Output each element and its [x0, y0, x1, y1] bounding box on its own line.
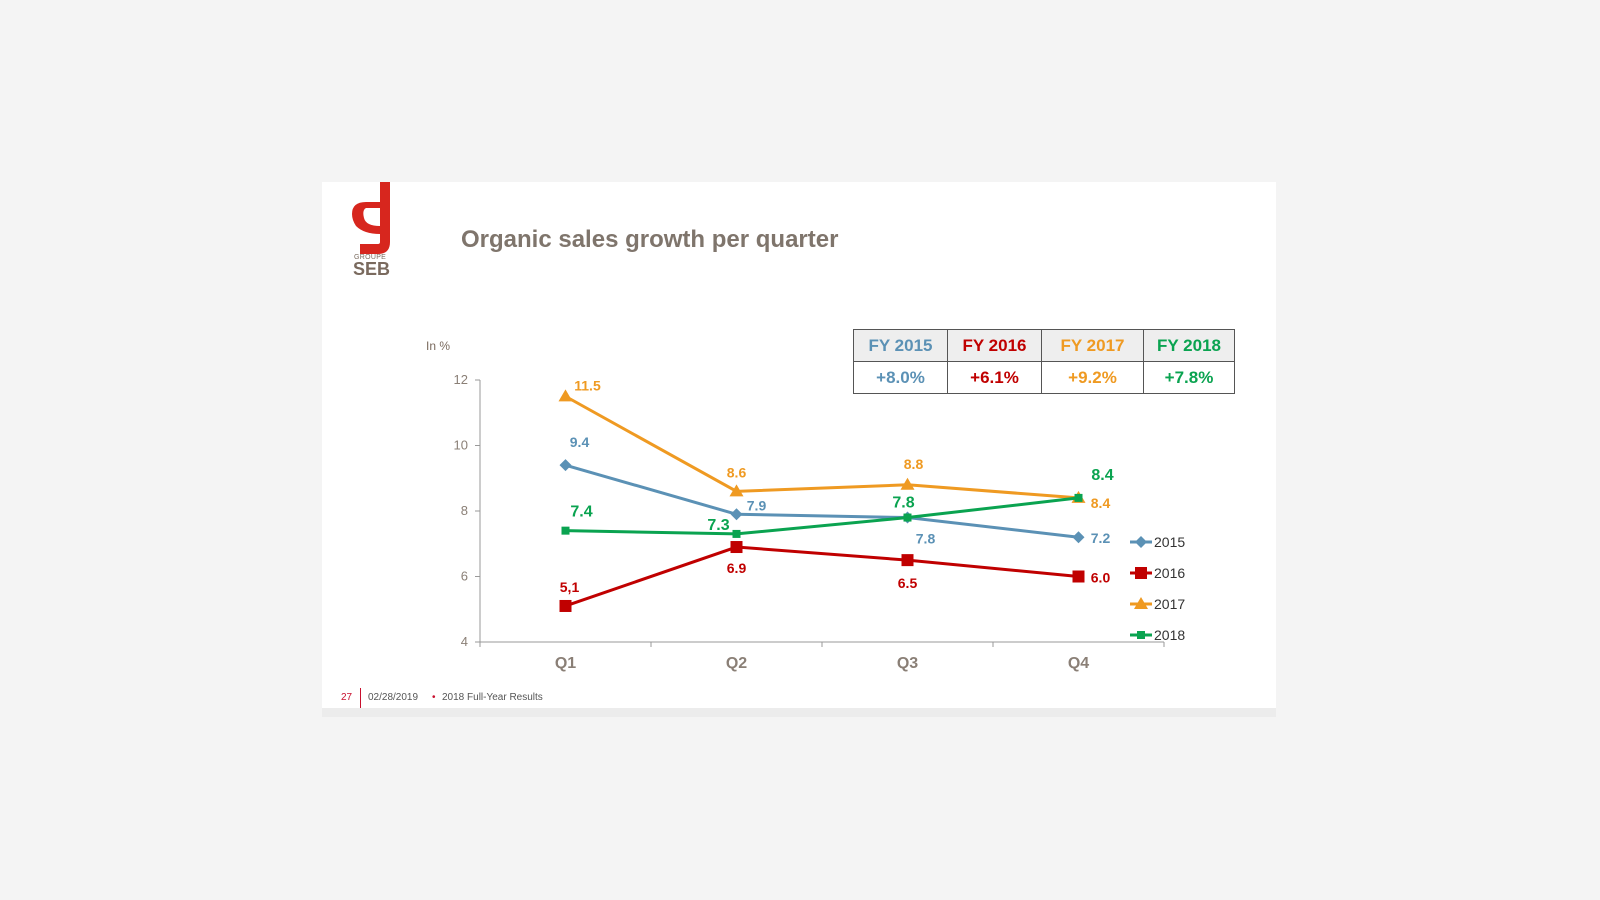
data-label-2017-Q1: 11.5 — [574, 377, 601, 393]
fy-value-2017: +9.2% — [1041, 361, 1144, 394]
fy-value-row: +8.0% +6.1% +9.2% +7.8% — [853, 361, 1235, 394]
legend-label-2018: 2018 — [1154, 627, 1185, 643]
data-label-2018-Q4: 8.4 — [1091, 467, 1113, 484]
y-tick-label: 4 — [461, 634, 468, 649]
legend-label-2015: 2015 — [1154, 534, 1185, 550]
point-2018-Q3 — [903, 513, 912, 522]
data-label-2016-Q3: 6.5 — [898, 575, 918, 591]
point-2015-Q1 — [559, 459, 572, 472]
point-2017-Q2 — [729, 484, 744, 497]
y-tick-label: 8 — [461, 503, 468, 518]
fy-value-2018: +7.8% — [1143, 361, 1235, 394]
slide-bottom-strip — [322, 708, 1276, 717]
series-line-2018 — [565, 496, 1079, 536]
fy-header-2016: FY 2016 — [947, 329, 1042, 362]
legend-marker-2018 — [1137, 631, 1145, 639]
footer-date: 02/28/2019 — [368, 692, 419, 703]
point-2018-Q2 — [732, 529, 741, 538]
data-label-2017-Q4: 8.4 — [1091, 495, 1111, 511]
footer-separator: • — [432, 692, 436, 703]
point-2015-Q4 — [1072, 531, 1085, 544]
legend-marker-2016 — [1135, 567, 1147, 579]
point-2016-Q2 — [730, 541, 743, 554]
legend-label-2017: 2017 — [1154, 596, 1185, 612]
x-tick-label: Q4 — [1068, 655, 1089, 672]
data-label-2015-Q2: 7.9 — [747, 497, 767, 513]
x-tick-label: Q3 — [897, 655, 918, 672]
data-label-2016-Q2: 6.9 — [727, 560, 747, 576]
y-axis-label: In % — [426, 339, 450, 353]
series-line-2017 — [564, 395, 1079, 500]
logo-seb-text: SEB — [353, 259, 391, 279]
data-label-2018-Q3: 7.8 — [892, 495, 914, 512]
data-label-2017-Q3: 8.8 — [904, 456, 924, 472]
data-label-2018-Q2: 7.3 — [707, 517, 729, 534]
fy-header-2018: FY 2018 — [1143, 329, 1235, 362]
line-chart: In % 4 6 8 10 12 Q1 Q2 Q3 Q4 9.4 7.9 7.8 7.2 5,1 6.9 6.5… — [426, 339, 1185, 672]
data-label-2015-Q1: 9.4 — [570, 434, 590, 450]
point-2015-Q2 — [730, 508, 743, 521]
data-label-2016-Q4: 6.0 — [1091, 570, 1111, 586]
data-label-2016-Q1: 5,1 — [560, 579, 580, 595]
point-2017-Q3 — [900, 477, 915, 490]
data-label-2015-Q4: 7.2 — [1091, 530, 1111, 546]
data-label-2018-Q1: 7.4 — [570, 504, 592, 521]
slide-title: Organic sales growth per quarter — [461, 226, 839, 253]
legend-marker-2017 — [1134, 597, 1148, 609]
y-tick-label: 6 — [461, 569, 468, 584]
legend-marker-2015 — [1135, 536, 1147, 548]
page-number: 27 — [341, 692, 353, 703]
fy-header-row: FY 2015 FY 2016 FY 2017 FY 2018 — [853, 329, 1235, 362]
point-2018-Q1 — [561, 526, 570, 535]
x-tick-label: Q2 — [726, 655, 747, 672]
series-line-2015 — [565, 463, 1079, 539]
point-2016-Q4 — [1072, 570, 1085, 583]
data-label-2015-Q3: 7.8 — [916, 531, 936, 547]
footer-document: 2018 Full-Year Results — [442, 692, 543, 703]
data-label-2017-Q2: 8.6 — [727, 464, 747, 480]
slide: GROUPE SEB Organic sales growth per quar… — [322, 182, 1276, 708]
footer-divider — [360, 688, 361, 708]
groupe-seb-logo — [352, 182, 390, 254]
fy-summary-table: FY 2015 FY 2016 FY 2017 FY 2018 +8.0% +6… — [853, 329, 1235, 394]
fy-value-2015: +8.0% — [853, 361, 948, 394]
point-2016-Q3 — [901, 554, 914, 567]
y-tick-label: 12 — [454, 372, 468, 387]
y-tick-label: 10 — [454, 438, 468, 453]
series-line-2016 — [565, 545, 1079, 608]
point-2018-Q4 — [1074, 493, 1083, 502]
point-2017-Q1 — [558, 389, 573, 402]
legend-label-2016: 2016 — [1154, 565, 1185, 581]
fy-value-2016: +6.1% — [947, 361, 1042, 394]
x-tick-label: Q1 — [555, 655, 576, 672]
logo-groupe-text: GROUPE — [354, 254, 387, 261]
fy-header-2017: FY 2017 — [1041, 329, 1144, 362]
point-2016-Q1 — [559, 599, 572, 612]
